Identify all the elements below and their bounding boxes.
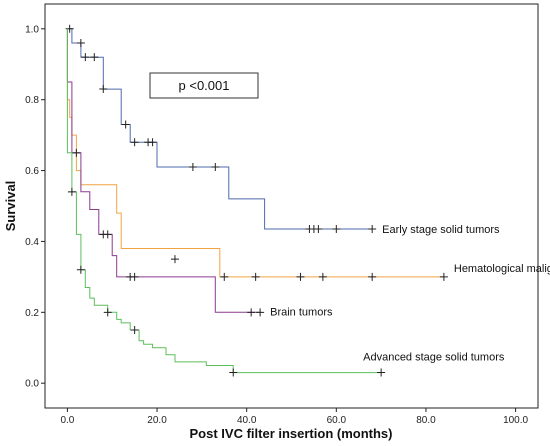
censor-mark <box>296 272 305 281</box>
series-layer <box>65 24 448 377</box>
censor-mark <box>103 308 112 317</box>
censor-mark <box>251 272 260 281</box>
y-tick-label: 0.8 <box>25 95 39 106</box>
censor-mark <box>314 225 323 234</box>
censor-mark <box>130 138 139 147</box>
censor-mark <box>170 255 179 264</box>
series-label: Hematological malignancies <box>454 263 550 275</box>
censor-mark <box>103 230 112 239</box>
censor-mark <box>220 272 229 281</box>
x-tick-label: 100.0 <box>503 415 528 426</box>
censor-mark <box>368 225 377 234</box>
p-value-annotation: p <0.001 <box>179 78 230 93</box>
censor-mark <box>256 308 265 317</box>
censor-mark <box>247 308 256 317</box>
y-tick-label: 0.4 <box>25 237 39 248</box>
censor-mark <box>188 163 197 172</box>
x-tick-label: 0.0 <box>60 415 74 426</box>
series-label: Brain tumors <box>270 306 333 318</box>
y-tick-label: 0.6 <box>25 166 39 177</box>
censor-mark <box>130 272 139 281</box>
censor-mark <box>76 265 85 274</box>
survival-curve <box>66 28 382 374</box>
censor-mark <box>439 272 448 281</box>
p-value-box: p <0.001 <box>149 72 259 99</box>
x-tick-label: 60.0 <box>327 415 347 426</box>
series-label: Early stage solid tumors <box>382 224 500 236</box>
censor-mark <box>99 85 108 94</box>
x-axis-label: Post IVC filter insertion (months) <box>190 426 393 441</box>
series-label: Advanced stage solid tumors <box>363 352 505 364</box>
y-axis-label: Survival <box>3 181 18 232</box>
censor-mark <box>76 38 85 47</box>
censor-mark <box>211 163 220 172</box>
censor-mark <box>121 120 130 129</box>
plot-frame <box>44 3 539 409</box>
series-3 <box>66 28 386 377</box>
y-tick-label: 0.0 <box>25 379 39 390</box>
censor-mark <box>72 148 81 157</box>
axis-ticks: 0.0 20.0 40.0 60.0 80.0 100.0 0.0 0.2 0.4 0.6 0.8 1… <box>25 24 528 426</box>
y-tick-label: 1.0 <box>25 24 39 35</box>
y-tick-label: 0.2 <box>25 308 39 319</box>
series-0 <box>65 24 377 234</box>
censor-mark <box>377 368 386 377</box>
series-labels: Early stage solid tumors Hematological ma… <box>270 224 550 364</box>
censor-mark <box>90 53 99 62</box>
censor-mark <box>229 368 238 377</box>
censor-mark <box>148 138 157 147</box>
censor-mark <box>130 326 139 335</box>
censor-mark <box>67 187 76 196</box>
series-2 <box>66 28 265 317</box>
x-tick-label: 40.0 <box>237 415 257 426</box>
censor-mark <box>368 272 377 281</box>
censor-mark <box>318 272 327 281</box>
survival-curve <box>66 28 261 313</box>
x-tick-label: 20.0 <box>147 415 167 426</box>
censor-mark <box>81 53 90 62</box>
censor-mark <box>332 225 341 234</box>
x-tick-label: 80.0 <box>416 415 436 426</box>
